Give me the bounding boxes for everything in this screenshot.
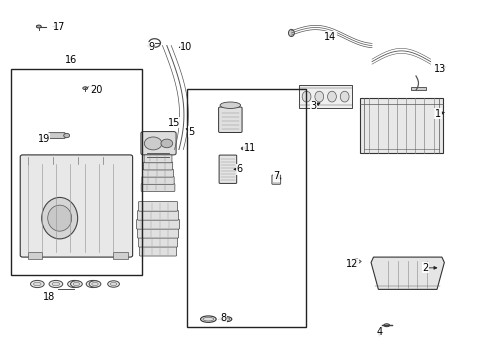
Text: 4: 4 (376, 327, 382, 337)
Text: 11: 11 (244, 143, 256, 153)
Bar (11, 69, 143, 275)
Text: 8: 8 (220, 313, 226, 323)
FancyBboxPatch shape (144, 162, 172, 170)
Text: 19: 19 (38, 134, 50, 144)
Ellipse shape (340, 91, 349, 102)
FancyBboxPatch shape (219, 155, 237, 183)
Ellipse shape (328, 91, 336, 102)
Ellipse shape (108, 281, 120, 287)
Circle shape (145, 137, 162, 150)
Ellipse shape (68, 280, 81, 288)
Text: 10: 10 (180, 42, 193, 52)
FancyBboxPatch shape (138, 228, 178, 238)
Ellipse shape (384, 324, 390, 327)
Ellipse shape (200, 316, 216, 322)
Ellipse shape (83, 87, 88, 90)
Ellipse shape (92, 282, 98, 285)
FancyBboxPatch shape (139, 202, 177, 211)
Bar (113, 252, 128, 259)
FancyBboxPatch shape (144, 155, 172, 163)
Polygon shape (371, 257, 444, 289)
Bar (411, 87, 426, 90)
Ellipse shape (289, 30, 294, 37)
Ellipse shape (89, 282, 97, 286)
Bar (360, 98, 443, 153)
Ellipse shape (49, 280, 63, 288)
Text: 2: 2 (423, 263, 429, 273)
Text: 5: 5 (188, 127, 195, 136)
Ellipse shape (71, 282, 78, 286)
Ellipse shape (64, 134, 70, 138)
FancyBboxPatch shape (140, 246, 176, 256)
Text: 3: 3 (310, 102, 317, 112)
Ellipse shape (36, 25, 41, 28)
Ellipse shape (34, 282, 41, 286)
Ellipse shape (73, 282, 80, 285)
FancyBboxPatch shape (138, 211, 178, 220)
Ellipse shape (86, 280, 100, 288)
Text: 7: 7 (273, 171, 280, 181)
Ellipse shape (220, 102, 241, 108)
Ellipse shape (71, 281, 82, 287)
Ellipse shape (242, 147, 246, 150)
FancyBboxPatch shape (137, 220, 179, 229)
Text: 1: 1 (435, 109, 441, 119)
FancyBboxPatch shape (20, 155, 133, 257)
FancyBboxPatch shape (219, 107, 242, 132)
Ellipse shape (315, 91, 324, 102)
Polygon shape (349, 259, 361, 265)
Text: 18: 18 (43, 292, 55, 302)
Text: 9: 9 (148, 42, 154, 52)
Text: 6: 6 (236, 164, 242, 174)
Text: 20: 20 (90, 85, 102, 95)
Text: 17: 17 (53, 22, 66, 32)
FancyBboxPatch shape (49, 133, 65, 138)
Ellipse shape (42, 197, 77, 239)
Text: 14: 14 (324, 32, 337, 41)
Ellipse shape (48, 205, 72, 231)
Text: 13: 13 (434, 64, 446, 74)
Text: 12: 12 (346, 259, 359, 269)
FancyBboxPatch shape (143, 169, 173, 177)
Text: 15: 15 (168, 118, 180, 128)
Ellipse shape (221, 317, 232, 321)
Ellipse shape (110, 282, 117, 285)
Ellipse shape (52, 282, 60, 286)
Bar (27, 252, 42, 259)
Ellipse shape (302, 91, 311, 102)
FancyBboxPatch shape (139, 237, 177, 247)
Bar (299, 85, 352, 108)
FancyBboxPatch shape (141, 132, 176, 155)
Ellipse shape (89, 281, 101, 287)
Ellipse shape (30, 280, 44, 288)
FancyBboxPatch shape (141, 184, 175, 192)
Circle shape (161, 139, 172, 148)
Text: 16: 16 (66, 55, 78, 65)
FancyBboxPatch shape (142, 176, 174, 184)
Bar (187, 89, 306, 327)
FancyBboxPatch shape (272, 175, 281, 184)
